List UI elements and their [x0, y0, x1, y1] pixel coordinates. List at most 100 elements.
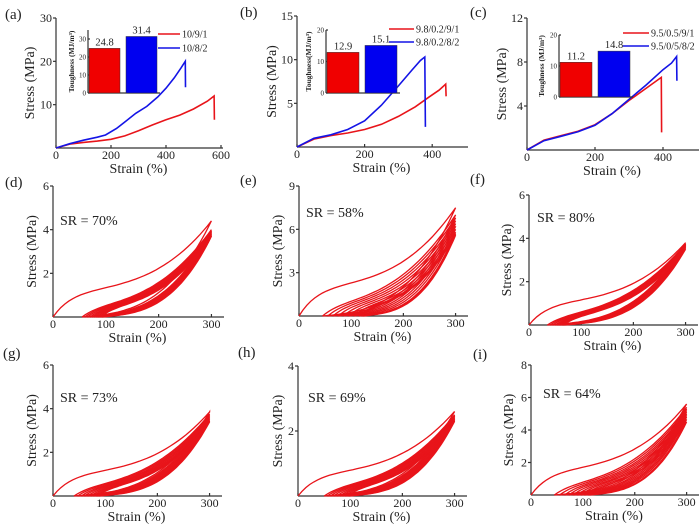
cycle-loop-10 — [587, 421, 688, 496]
y-tick-label: 8 — [521, 358, 527, 372]
panel-label: (b) — [240, 5, 258, 21]
y-tick-label: 4 — [519, 231, 525, 245]
x-tick-label: 0 — [50, 317, 56, 331]
toughness-inset: 0 10 20 Toughness(MJ/m³) 12.9 15.1 — [304, 27, 400, 98]
cycle-loop-1 — [528, 242, 687, 326]
sr-annotation: SR = 70% — [60, 214, 118, 229]
toughness-bar-1 — [88, 48, 121, 94]
inset-y-tick-label: 20 — [317, 27, 325, 35]
y-axis-label: Stress (MPa) — [271, 214, 286, 287]
x-axis-label: Strain (%) — [109, 331, 167, 346]
x-tick-label: 300 — [447, 316, 465, 330]
y-axis-label: Stress (MPa) — [495, 47, 510, 120]
y-axis-label: Stress (MPa) — [500, 223, 515, 296]
cycle-loop-7 — [348, 228, 457, 317]
legend-label: 9.5/0/5/8/2 — [651, 42, 695, 53]
panel-label: (h) — [238, 345, 256, 361]
cycle-loop-8 — [580, 416, 688, 496]
panel-label: (c) — [470, 5, 487, 21]
cycle-loop-5 — [568, 411, 688, 496]
inset-y-tick-label: 20 — [79, 54, 87, 62]
cycle-loop-3 — [327, 217, 457, 317]
y-axis-label: Stress (MPa) — [25, 215, 40, 288]
x-tick-label: 200 — [626, 495, 644, 509]
x-tick-label: 100 — [96, 496, 114, 510]
toughness-bar-2 — [125, 36, 158, 94]
bar-value-label: 14.8 — [605, 40, 623, 51]
y-axis-label: Stress (MPa) — [23, 46, 38, 119]
x-axis-label: Strain (%) — [110, 162, 168, 177]
inset-y-label: Toughness(MJ/m³) — [304, 31, 313, 91]
inset-y-tick-label: 10 — [317, 58, 325, 66]
legend-label: 10/9/1 — [182, 30, 208, 41]
cycle-loop-8 — [353, 231, 457, 317]
x-tick-label: 0 — [528, 495, 534, 509]
sr-annotation: SR = 64% — [543, 387, 601, 402]
x-tick-label: 0 — [295, 496, 301, 510]
cycle-loop-10 — [100, 235, 212, 318]
panel-label: (e) — [240, 173, 257, 189]
cycle-loop-6 — [342, 226, 457, 317]
y-axis-label: Stress (MPa) — [271, 394, 286, 467]
y-tick-label: 2 — [43, 266, 49, 280]
inset-y-tick-label: 20 — [550, 32, 558, 40]
toughness-bar-2 — [597, 50, 631, 98]
y-tick-label: 6 — [43, 358, 49, 372]
inset-y-label: Toughness (MJ/m³) — [67, 30, 76, 92]
y-tick-label: 15 — [281, 9, 293, 23]
y-tick-label: 12 — [511, 11, 523, 25]
x-axis-label: Strain (%) — [354, 330, 412, 345]
legend-label: 9.5/0.5/9/1 — [651, 29, 694, 40]
x-tick-label: 0 — [53, 148, 59, 162]
x-tick-label: 600 — [212, 148, 230, 162]
x-tick-label: 300 — [446, 496, 464, 510]
y-tick-label: 10 — [40, 98, 52, 112]
x-tick-label: 200 — [356, 147, 374, 161]
y-tick-label: 8 — [517, 55, 523, 69]
x-tick-label: 0 — [296, 316, 302, 330]
panel-label: (a) — [5, 7, 22, 23]
panel-label: (i) — [473, 347, 487, 363]
toughness-bar-1 — [326, 52, 360, 94]
legend-label: 9.8/0.2/8/2 — [416, 38, 459, 49]
cycle-loop-6 — [572, 413, 688, 496]
x-tick-label: 0 — [294, 147, 300, 161]
x-tick-label: 200 — [624, 325, 642, 339]
x-axis-label: Strain (%) — [584, 339, 642, 354]
y-tick-label: 4 — [288, 359, 294, 373]
inset-y-tick-label: 10 — [79, 72, 87, 80]
x-tick-label: 200 — [394, 316, 412, 330]
y-tick-label: 3 — [289, 266, 295, 280]
y-tick-label: 4 — [517, 99, 523, 113]
y-tick-label: 30 — [40, 11, 52, 25]
series-line-2 — [55, 58, 187, 149]
x-tick-label: 400 — [423, 147, 441, 161]
cycle-loop-2 — [73, 413, 211, 497]
x-tick-label: 300 — [201, 496, 219, 510]
bar-value-label: 11.2 — [567, 51, 585, 62]
series-line-2 — [296, 55, 427, 148]
legend-label: 9.8/0.2/9/1 — [416, 25, 459, 36]
toughness-bar-1 — [559, 62, 593, 98]
inset-y-tick-label: 10 — [550, 63, 558, 71]
sr-annotation: SR = 69% — [308, 391, 366, 406]
y-tick-label: 2 — [288, 424, 294, 438]
chart-panel-h: (h) 0 100 200 300 2 4 Stress (MPa) Strain (%) SR … — [238, 345, 467, 525]
toughness-bar-2 — [364, 45, 398, 94]
cycle-loop-1 — [297, 411, 456, 497]
cycle-loop-1 — [52, 409, 211, 497]
x-tick-label: 0 — [50, 496, 56, 510]
cycle-loop-3 — [559, 408, 688, 496]
x-tick-label: 200 — [148, 496, 166, 510]
x-axis-label: Strain (%) — [583, 164, 641, 179]
y-tick-label: 2 — [521, 456, 527, 470]
panel-label: (d) — [5, 175, 23, 191]
x-tick-label: 400 — [157, 148, 175, 162]
x-tick-label: 200 — [586, 150, 604, 164]
y-tick-label: 4 — [43, 223, 49, 237]
y-tick-label: 6 — [521, 391, 527, 405]
x-axis-label: Strain (%) — [108, 510, 166, 525]
